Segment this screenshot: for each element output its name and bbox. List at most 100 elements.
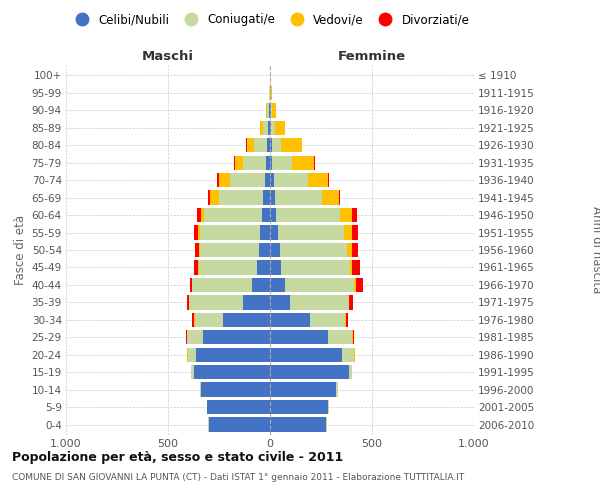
Bar <box>188 348 196 362</box>
Bar <box>270 295 290 310</box>
Bar <box>263 120 268 135</box>
Bar <box>254 138 267 152</box>
Bar <box>275 190 322 205</box>
Bar <box>290 295 349 310</box>
Bar <box>200 208 204 222</box>
Bar <box>270 278 286 292</box>
Bar <box>223 312 270 327</box>
Bar <box>203 330 270 344</box>
Bar <box>210 190 219 205</box>
Bar <box>292 156 314 170</box>
Legend: Celibi/Nubili, Coniugati/e, Vedovi/e, Divorziati/e: Celibi/Nubili, Coniugati/e, Vedovi/e, Di… <box>66 8 474 31</box>
Bar <box>271 120 275 135</box>
Bar <box>267 138 270 152</box>
Bar <box>197 208 200 222</box>
Bar <box>270 400 328 414</box>
Bar <box>230 173 265 188</box>
Bar <box>281 260 350 274</box>
Y-axis label: Fasce di età: Fasce di età <box>14 215 28 285</box>
Bar <box>208 190 210 205</box>
Bar <box>263 190 270 205</box>
Bar <box>352 260 359 274</box>
Bar <box>235 156 244 170</box>
Bar <box>308 173 328 188</box>
Bar <box>349 295 353 310</box>
Bar <box>190 295 244 310</box>
Bar <box>194 226 197 239</box>
Text: COMUNE DI SAN GIOVANNI LA PUNTA (CT) - Dati ISTAT 1° gennaio 2011 - Elaborazione: COMUNE DI SAN GIOVANNI LA PUNTA (CT) - D… <box>12 472 464 482</box>
Bar <box>270 156 272 170</box>
Bar <box>270 120 271 135</box>
Bar <box>266 156 270 170</box>
Bar <box>260 120 263 135</box>
Bar <box>191 365 193 380</box>
Bar <box>328 400 329 414</box>
Bar <box>209 418 270 432</box>
Bar <box>268 103 269 118</box>
Bar <box>270 348 343 362</box>
Bar <box>352 226 358 239</box>
Bar <box>194 312 223 327</box>
Bar <box>354 348 355 362</box>
Bar <box>200 226 260 239</box>
Bar <box>328 330 352 344</box>
Bar <box>200 243 259 257</box>
Bar <box>314 156 316 170</box>
Bar <box>193 365 270 380</box>
Bar <box>352 243 358 257</box>
Bar <box>270 138 272 152</box>
Bar <box>270 190 275 205</box>
Bar <box>328 173 329 188</box>
Bar <box>269 103 270 118</box>
Bar <box>196 348 270 362</box>
Bar <box>270 260 281 274</box>
Bar <box>345 312 346 327</box>
Bar <box>193 312 194 327</box>
Bar <box>197 226 200 239</box>
Bar <box>270 312 310 327</box>
Bar <box>207 400 270 414</box>
Bar <box>286 278 354 292</box>
Bar <box>259 243 270 257</box>
Bar <box>190 278 192 292</box>
Bar <box>344 226 352 239</box>
Bar <box>346 312 348 327</box>
Bar <box>272 103 275 118</box>
Bar <box>244 295 270 310</box>
Bar <box>251 278 270 292</box>
Bar <box>270 103 271 118</box>
Bar <box>271 86 272 100</box>
Bar <box>354 278 356 292</box>
Bar <box>281 138 302 152</box>
Bar <box>244 156 266 170</box>
Bar <box>247 138 254 152</box>
Bar <box>198 260 199 274</box>
Bar <box>268 120 270 135</box>
Bar <box>262 208 270 222</box>
Bar <box>350 260 352 274</box>
Y-axis label: Anni di nascita: Anni di nascita <box>590 206 600 294</box>
Bar <box>270 208 276 222</box>
Bar <box>339 190 340 205</box>
Bar <box>265 173 270 188</box>
Bar <box>275 120 285 135</box>
Bar <box>280 243 347 257</box>
Bar <box>270 418 326 432</box>
Bar <box>193 278 251 292</box>
Bar <box>187 295 189 310</box>
Bar <box>260 226 270 239</box>
Bar <box>271 103 272 118</box>
Bar <box>278 226 344 239</box>
Bar <box>356 278 363 292</box>
Bar <box>266 103 268 118</box>
Text: Maschi: Maschi <box>142 50 194 64</box>
Bar <box>199 260 257 274</box>
Bar <box>257 260 270 274</box>
Bar <box>195 243 199 257</box>
Bar <box>203 208 262 222</box>
Bar <box>217 173 219 188</box>
Bar <box>337 382 338 397</box>
Bar <box>270 365 349 380</box>
Bar <box>219 190 263 205</box>
Bar <box>200 382 270 397</box>
